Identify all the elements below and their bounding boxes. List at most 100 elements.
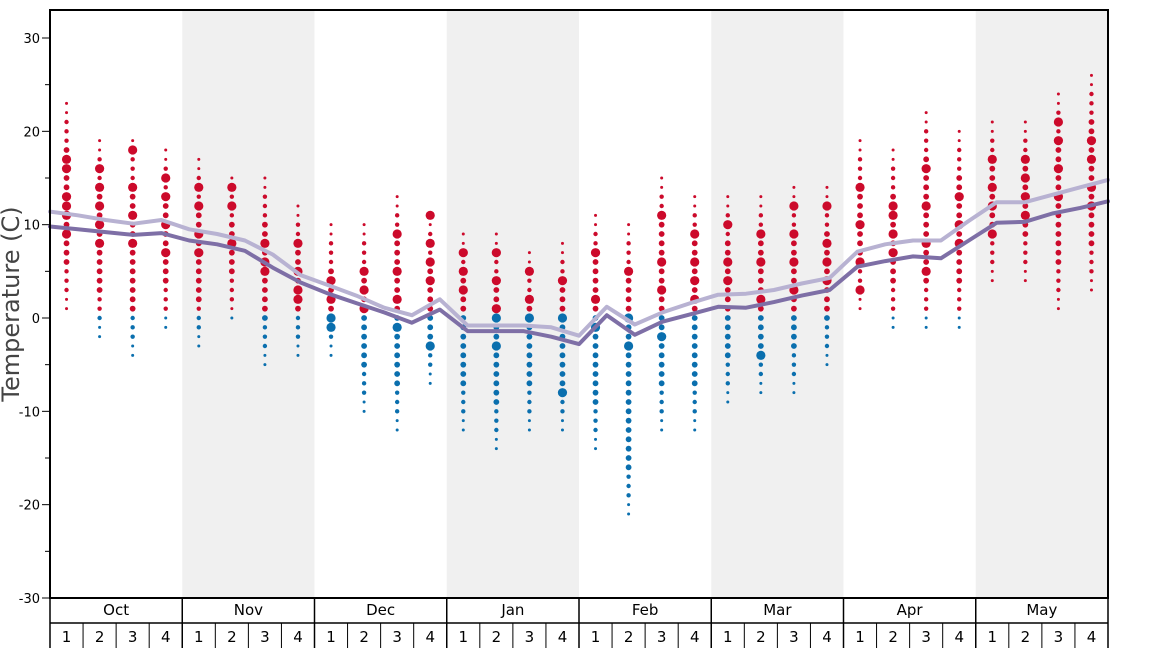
temperature-point — [691, 315, 698, 321]
temperature-point — [758, 371, 764, 377]
temperature-point — [1020, 192, 1030, 202]
temperature-point — [1022, 231, 1029, 237]
temperature-point — [162, 240, 169, 247]
temperature-point — [987, 182, 997, 192]
temperature-point — [758, 213, 764, 218]
temperature-point — [658, 221, 665, 228]
temperature-point — [1055, 240, 1062, 247]
temperature-point — [329, 232, 333, 236]
temperature-point — [593, 409, 598, 414]
temperature-point — [724, 352, 731, 359]
temperature-point — [428, 223, 432, 227]
temperature-point — [394, 259, 401, 265]
temperature-point — [196, 325, 201, 330]
temperature-point — [690, 257, 700, 267]
temperature-point — [625, 277, 632, 284]
temperature-point — [725, 371, 730, 377]
temperature-point — [63, 147, 70, 153]
temperature-point — [197, 157, 201, 161]
temperature-point — [263, 363, 267, 367]
week-label: 3 — [128, 628, 138, 646]
temperature-point — [295, 334, 301, 339]
temperature-point — [65, 101, 69, 105]
temperature-point — [1055, 231, 1062, 237]
temperature-point — [1088, 240, 1095, 247]
temperature-point — [394, 343, 401, 349]
temperature-point — [527, 287, 532, 293]
temperature-point — [990, 120, 994, 124]
temperature-point — [63, 175, 70, 181]
temperature-point — [724, 240, 731, 247]
week-label: 2 — [492, 628, 502, 646]
temperature-point — [693, 195, 697, 199]
temperature-point — [262, 231, 268, 237]
temperature-point — [460, 352, 467, 359]
temperature-point — [923, 306, 929, 311]
temperature-point — [394, 213, 400, 218]
temperature-point — [293, 285, 303, 295]
temperature-point — [527, 419, 531, 423]
temperature-point — [791, 213, 797, 218]
temperature-point — [924, 325, 928, 329]
temperature-point — [890, 193, 896, 200]
temperature-point — [328, 259, 334, 265]
week-label: 4 — [161, 628, 171, 646]
temperature-point — [1086, 154, 1097, 164]
temperature-point — [229, 287, 235, 293]
temperature-point — [923, 297, 929, 302]
temperature-point — [427, 287, 434, 293]
temperature-point — [987, 154, 997, 164]
temperature-point — [923, 156, 930, 163]
temperature-point — [428, 250, 433, 255]
temperature-point — [329, 353, 333, 357]
temperature-point — [626, 474, 631, 479]
temperature-point — [128, 238, 138, 248]
temperature-point — [957, 306, 962, 311]
temperature-point — [725, 213, 730, 218]
temperature-point — [924, 120, 928, 124]
temperature-point — [129, 203, 136, 209]
x-axis: Oct Nov Dec Jan Feb Mar Apr May 1 2 3 4 1 2 3 4 1 2 3 4 1 2 3 4… — [49, 598, 1109, 648]
temperature-point — [956, 249, 963, 256]
temperature-point — [957, 166, 962, 171]
temperature-point — [228, 268, 235, 275]
temperature-point — [625, 296, 632, 303]
temperature-point — [163, 297, 168, 302]
temperature-point — [957, 287, 962, 293]
temperature-point — [691, 249, 698, 256]
temperature-point — [855, 220, 865, 230]
week-label: 3 — [921, 628, 931, 646]
temperature-point — [94, 238, 105, 248]
temperature-point — [726, 391, 730, 395]
month-band-mar — [711, 10, 844, 598]
temperature-point — [394, 390, 400, 395]
temperature-point — [1023, 138, 1028, 143]
temperature-point — [789, 201, 799, 211]
temperature-point — [921, 164, 931, 174]
temperature-point — [527, 260, 531, 264]
temperature-point — [660, 428, 664, 432]
temperature-point — [658, 240, 665, 247]
temperature-point — [329, 344, 333, 348]
temperature-point — [1023, 241, 1028, 246]
temperature-point — [1023, 279, 1027, 283]
temperature-point — [163, 185, 168, 190]
temperature-point — [791, 277, 797, 284]
temperature-point — [625, 427, 632, 433]
temperature-point — [1023, 259, 1028, 265]
temperature-point — [791, 371, 797, 377]
temperature-point — [458, 248, 468, 258]
temperature-point — [460, 305, 467, 312]
temperature-point — [592, 380, 599, 387]
temperature-point — [625, 408, 632, 415]
temperature-point — [757, 333, 764, 340]
temperature-point — [659, 399, 664, 405]
temperature-point — [394, 277, 401, 284]
temperature-point — [693, 204, 697, 208]
temperature-point — [858, 139, 862, 143]
temperature-point — [824, 305, 830, 312]
temperature-point — [858, 297, 862, 301]
temperature-point — [96, 268, 103, 275]
temperature-point — [659, 390, 664, 395]
temperature-point — [493, 389, 500, 396]
